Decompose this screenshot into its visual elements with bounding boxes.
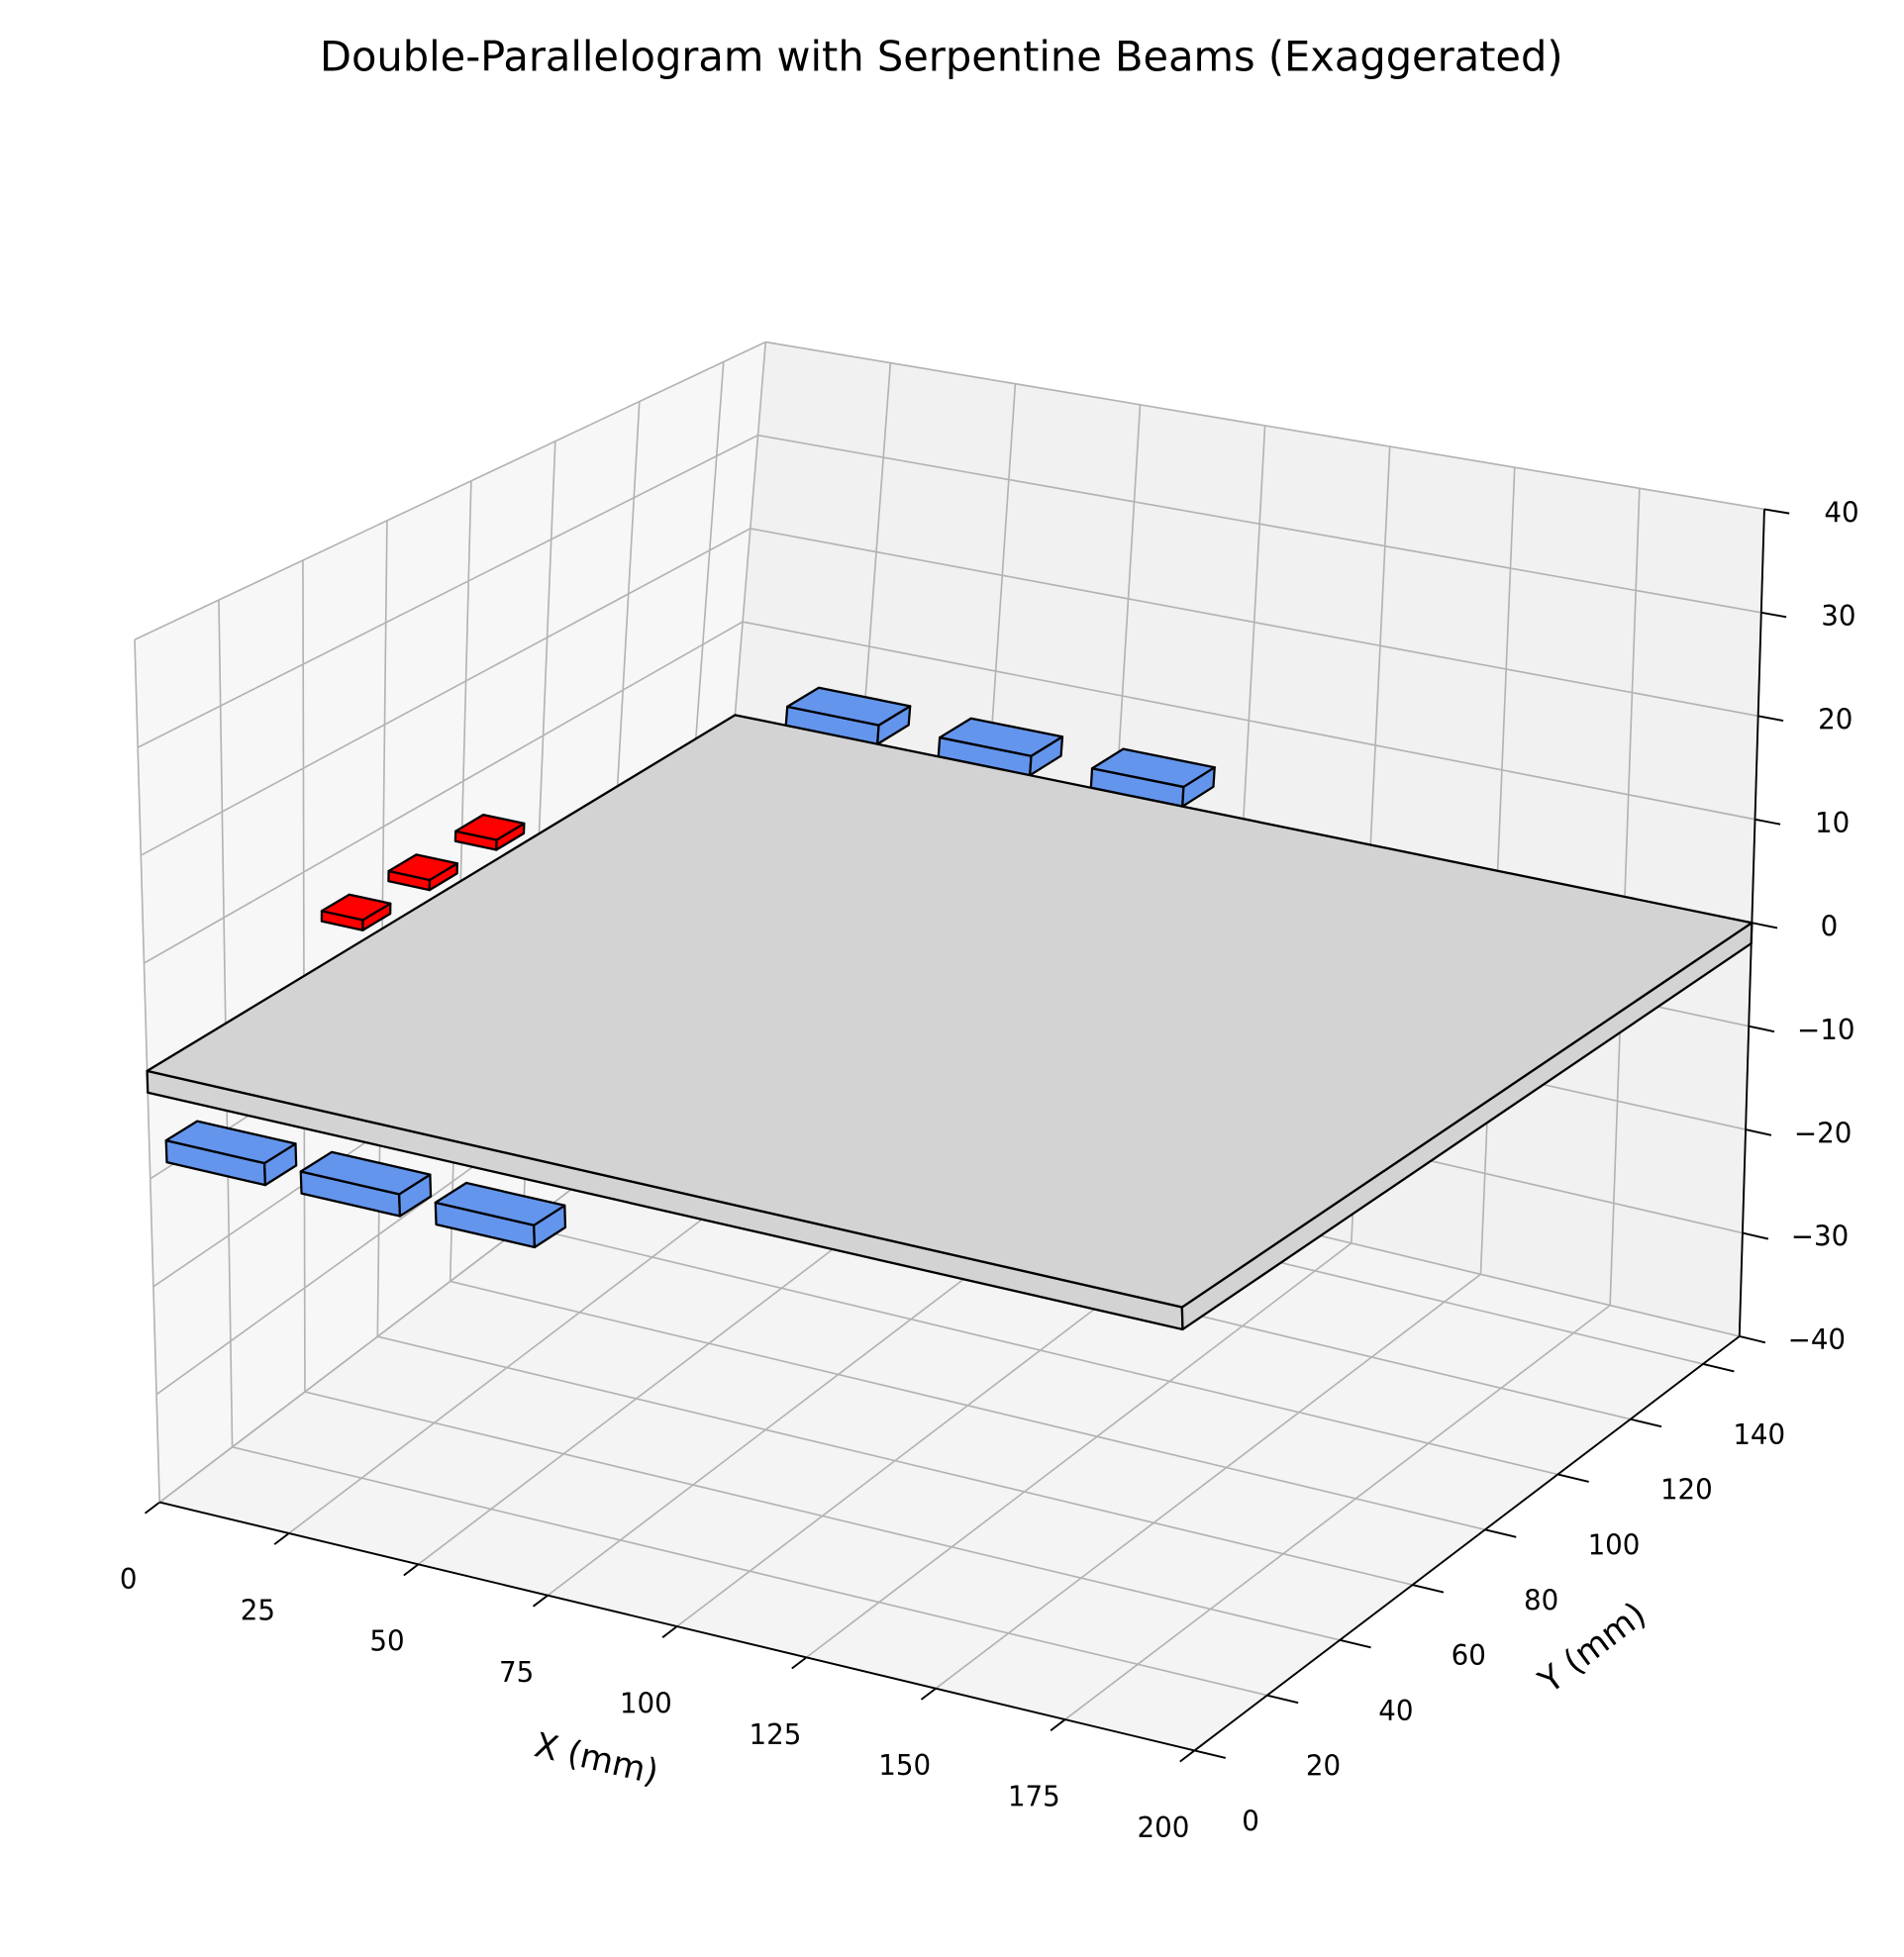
pad-top [454, 813, 526, 841]
z-tick-label: 0 [1821, 910, 1839, 942]
grid-line [144, 621, 744, 964]
x-axis-label: X (mm) [531, 1725, 662, 1793]
axis-line [158, 1501, 1195, 1752]
x-tick [791, 1656, 808, 1670]
z-tick [1739, 1335, 1766, 1344]
z-tick [1760, 611, 1787, 619]
y-tick [1702, 1362, 1735, 1373]
z-tick [1752, 922, 1778, 930]
x-tick-label: 75 [499, 1656, 534, 1689]
axis-line [1193, 1335, 1741, 1752]
grid-line [1064, 1304, 1611, 1720]
x-tick-label: 100 [620, 1687, 672, 1719]
y-tick [1412, 1584, 1445, 1594]
y-tick [1266, 1694, 1299, 1705]
y-tick [1630, 1418, 1662, 1428]
grid-line [134, 341, 766, 640]
grid-line [742, 621, 1755, 821]
x-tick [144, 1501, 160, 1515]
chart-title: Double-Parallelogram with Serpentine Bea… [320, 32, 1563, 80]
z-tick-label: 20 [1818, 703, 1853, 735]
x-tick [1050, 1718, 1066, 1731]
z-tick [1763, 508, 1790, 515]
grid-line [232, 1446, 1268, 1697]
z-tick-label: 30 [1821, 600, 1855, 633]
x-tick [1179, 1749, 1196, 1763]
y-tick [1194, 1749, 1227, 1759]
grid-line [765, 341, 1765, 511]
x-tick [661, 1625, 678, 1638]
grid-line [757, 434, 1761, 614]
z-tick-label: −40 [1788, 1323, 1846, 1356]
y-tick-label: 100 [1588, 1528, 1641, 1561]
grid-line [522, 1224, 1558, 1476]
z-tick [1757, 715, 1784, 722]
y-tick-label: 60 [1452, 1639, 1486, 1672]
z-tick-label: 40 [1824, 496, 1858, 529]
grid-line [450, 1280, 1486, 1531]
pad-top [786, 686, 912, 727]
y-tick-label: 80 [1524, 1584, 1558, 1616]
z-tick-label: −10 [1797, 1014, 1854, 1046]
x-tick-label: 0 [120, 1563, 138, 1596]
z-tick [1745, 1128, 1772, 1136]
x-tick-label: 200 [1138, 1811, 1190, 1844]
z-tick-label: 10 [1815, 807, 1850, 839]
grid-line [805, 1242, 1353, 1659]
pad-top [164, 1120, 297, 1165]
grid-line [377, 1335, 1413, 1586]
x-tick-label: 150 [878, 1749, 931, 1782]
y-tick-label: 120 [1660, 1473, 1713, 1506]
z-tick [1754, 818, 1781, 826]
y-tick-label: 0 [1242, 1805, 1259, 1837]
z-tick-label: −30 [1791, 1221, 1849, 1253]
y-tick-label: 20 [1306, 1749, 1341, 1782]
pad-top [1090, 747, 1216, 789]
pad-top [434, 1181, 566, 1226]
x-tick [532, 1594, 549, 1608]
x-tick-label: 175 [1008, 1780, 1060, 1812]
y-tick-label: 140 [1733, 1419, 1785, 1451]
grid-line [137, 434, 758, 748]
y-tick [1557, 1473, 1589, 1483]
grid-line [304, 1391, 1341, 1641]
x-tick-label: 125 [750, 1718, 802, 1751]
x-tick-label: 25 [241, 1594, 275, 1626]
x-tick [920, 1687, 937, 1701]
grid-line [750, 528, 1758, 718]
y-tick [1484, 1528, 1517, 1538]
z-tick [1749, 1025, 1775, 1033]
plate-top [146, 714, 1754, 1309]
pad-top [387, 853, 458, 882]
x-tick [273, 1532, 290, 1545]
y-tick-label: 40 [1378, 1695, 1413, 1727]
y-tick [1339, 1638, 1371, 1649]
grid-line [140, 528, 752, 856]
z-tick [1742, 1231, 1769, 1240]
x-tick-label: 50 [369, 1625, 404, 1658]
x-tick [403, 1563, 420, 1577]
pad-top [299, 1150, 432, 1196]
z-tick-label: −20 [1794, 1117, 1852, 1149]
pad-top [320, 893, 392, 922]
pad-top [938, 717, 1064, 757]
grid-line [935, 1273, 1481, 1690]
